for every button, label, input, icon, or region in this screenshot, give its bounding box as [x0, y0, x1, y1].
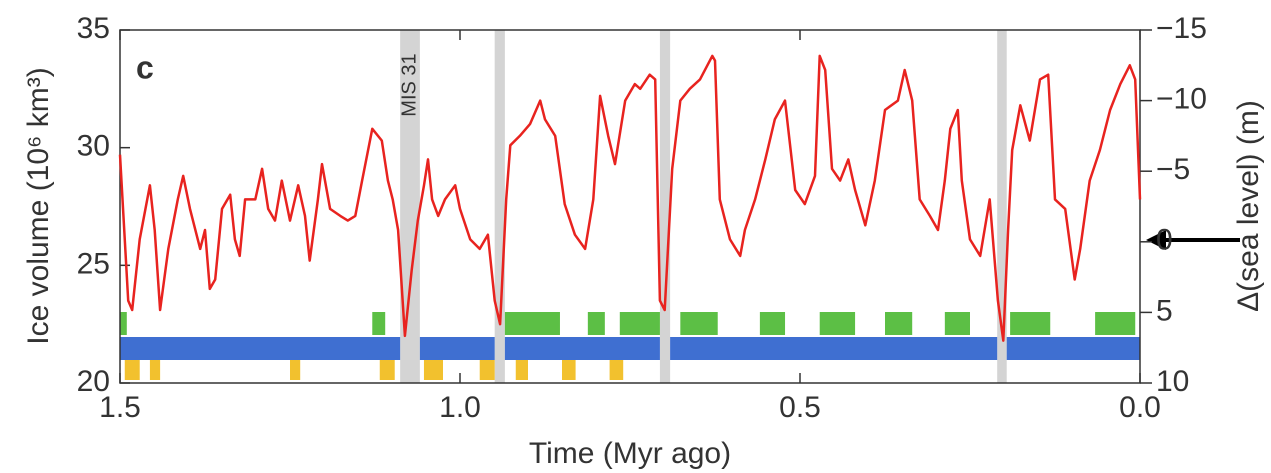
x-axis-label: Time (Myr ago) — [529, 437, 731, 470]
strip-segment — [149, 360, 161, 380]
y-tick-label: 30 — [77, 130, 110, 163]
y2-tick-label: 0 — [1156, 224, 1173, 257]
strip-segment — [587, 312, 605, 335]
strip-segment — [819, 312, 856, 335]
strip-segment — [619, 312, 660, 335]
y2-tick-label: −10 — [1156, 83, 1207, 116]
strip-segment — [1010, 312, 1051, 335]
y-tick-label: 25 — [77, 247, 110, 280]
panel-label: c — [136, 49, 154, 85]
arrow — [1146, 230, 1240, 250]
arrow-head — [1146, 230, 1166, 250]
strip-segment — [1095, 312, 1136, 335]
shaded-interval — [400, 30, 420, 383]
y2-tick-label: 10 — [1156, 365, 1189, 398]
strip-segment — [290, 360, 301, 380]
x-tick-label: 0.5 — [779, 391, 821, 424]
y2-tick-label: 5 — [1156, 294, 1173, 327]
shaded-interval — [659, 30, 671, 383]
strip-segment — [759, 312, 786, 335]
annotation: MIS 31 — [398, 53, 420, 116]
y2-tick-label: −15 — [1156, 12, 1207, 45]
x-tick-label: 0.0 — [1119, 391, 1161, 424]
strip-segment — [1006, 337, 1140, 360]
strip-segment — [609, 360, 624, 380]
strip-segment — [419, 337, 495, 360]
strip-segment — [120, 312, 127, 335]
strip-segment — [515, 360, 528, 380]
strip-segment — [124, 360, 140, 380]
strip-segment — [423, 360, 443, 380]
strip-segment — [670, 337, 998, 360]
strip-segment — [120, 337, 401, 360]
strip-segment — [504, 312, 560, 335]
strip-segment — [372, 312, 386, 335]
plot-frame — [119, 29, 1141, 384]
background-layer — [120, 30, 1140, 383]
shaded-interval — [997, 30, 1007, 383]
strip-segment — [504, 337, 660, 360]
y2-axis-label: Δ(sea level) (m) — [1232, 100, 1265, 312]
strip-segment — [680, 312, 718, 335]
shaded-interval — [494, 30, 505, 383]
strip-segment — [944, 312, 970, 335]
y-axis-label: Ice volume (10⁶ km³) — [22, 67, 55, 344]
y2-tick-label: −5 — [1156, 153, 1190, 186]
strip-segment — [562, 360, 576, 380]
strip-segment — [479, 360, 495, 380]
strip-segment — [885, 312, 913, 335]
ice-volume-line — [118, 54, 1142, 342]
y-tick-label: 35 — [77, 12, 110, 45]
y-tick-label: 20 — [77, 365, 110, 398]
x-tick-label: 1.5 — [99, 391, 141, 424]
x-tick-label: 1.0 — [439, 391, 481, 424]
strip-segment — [379, 360, 395, 380]
